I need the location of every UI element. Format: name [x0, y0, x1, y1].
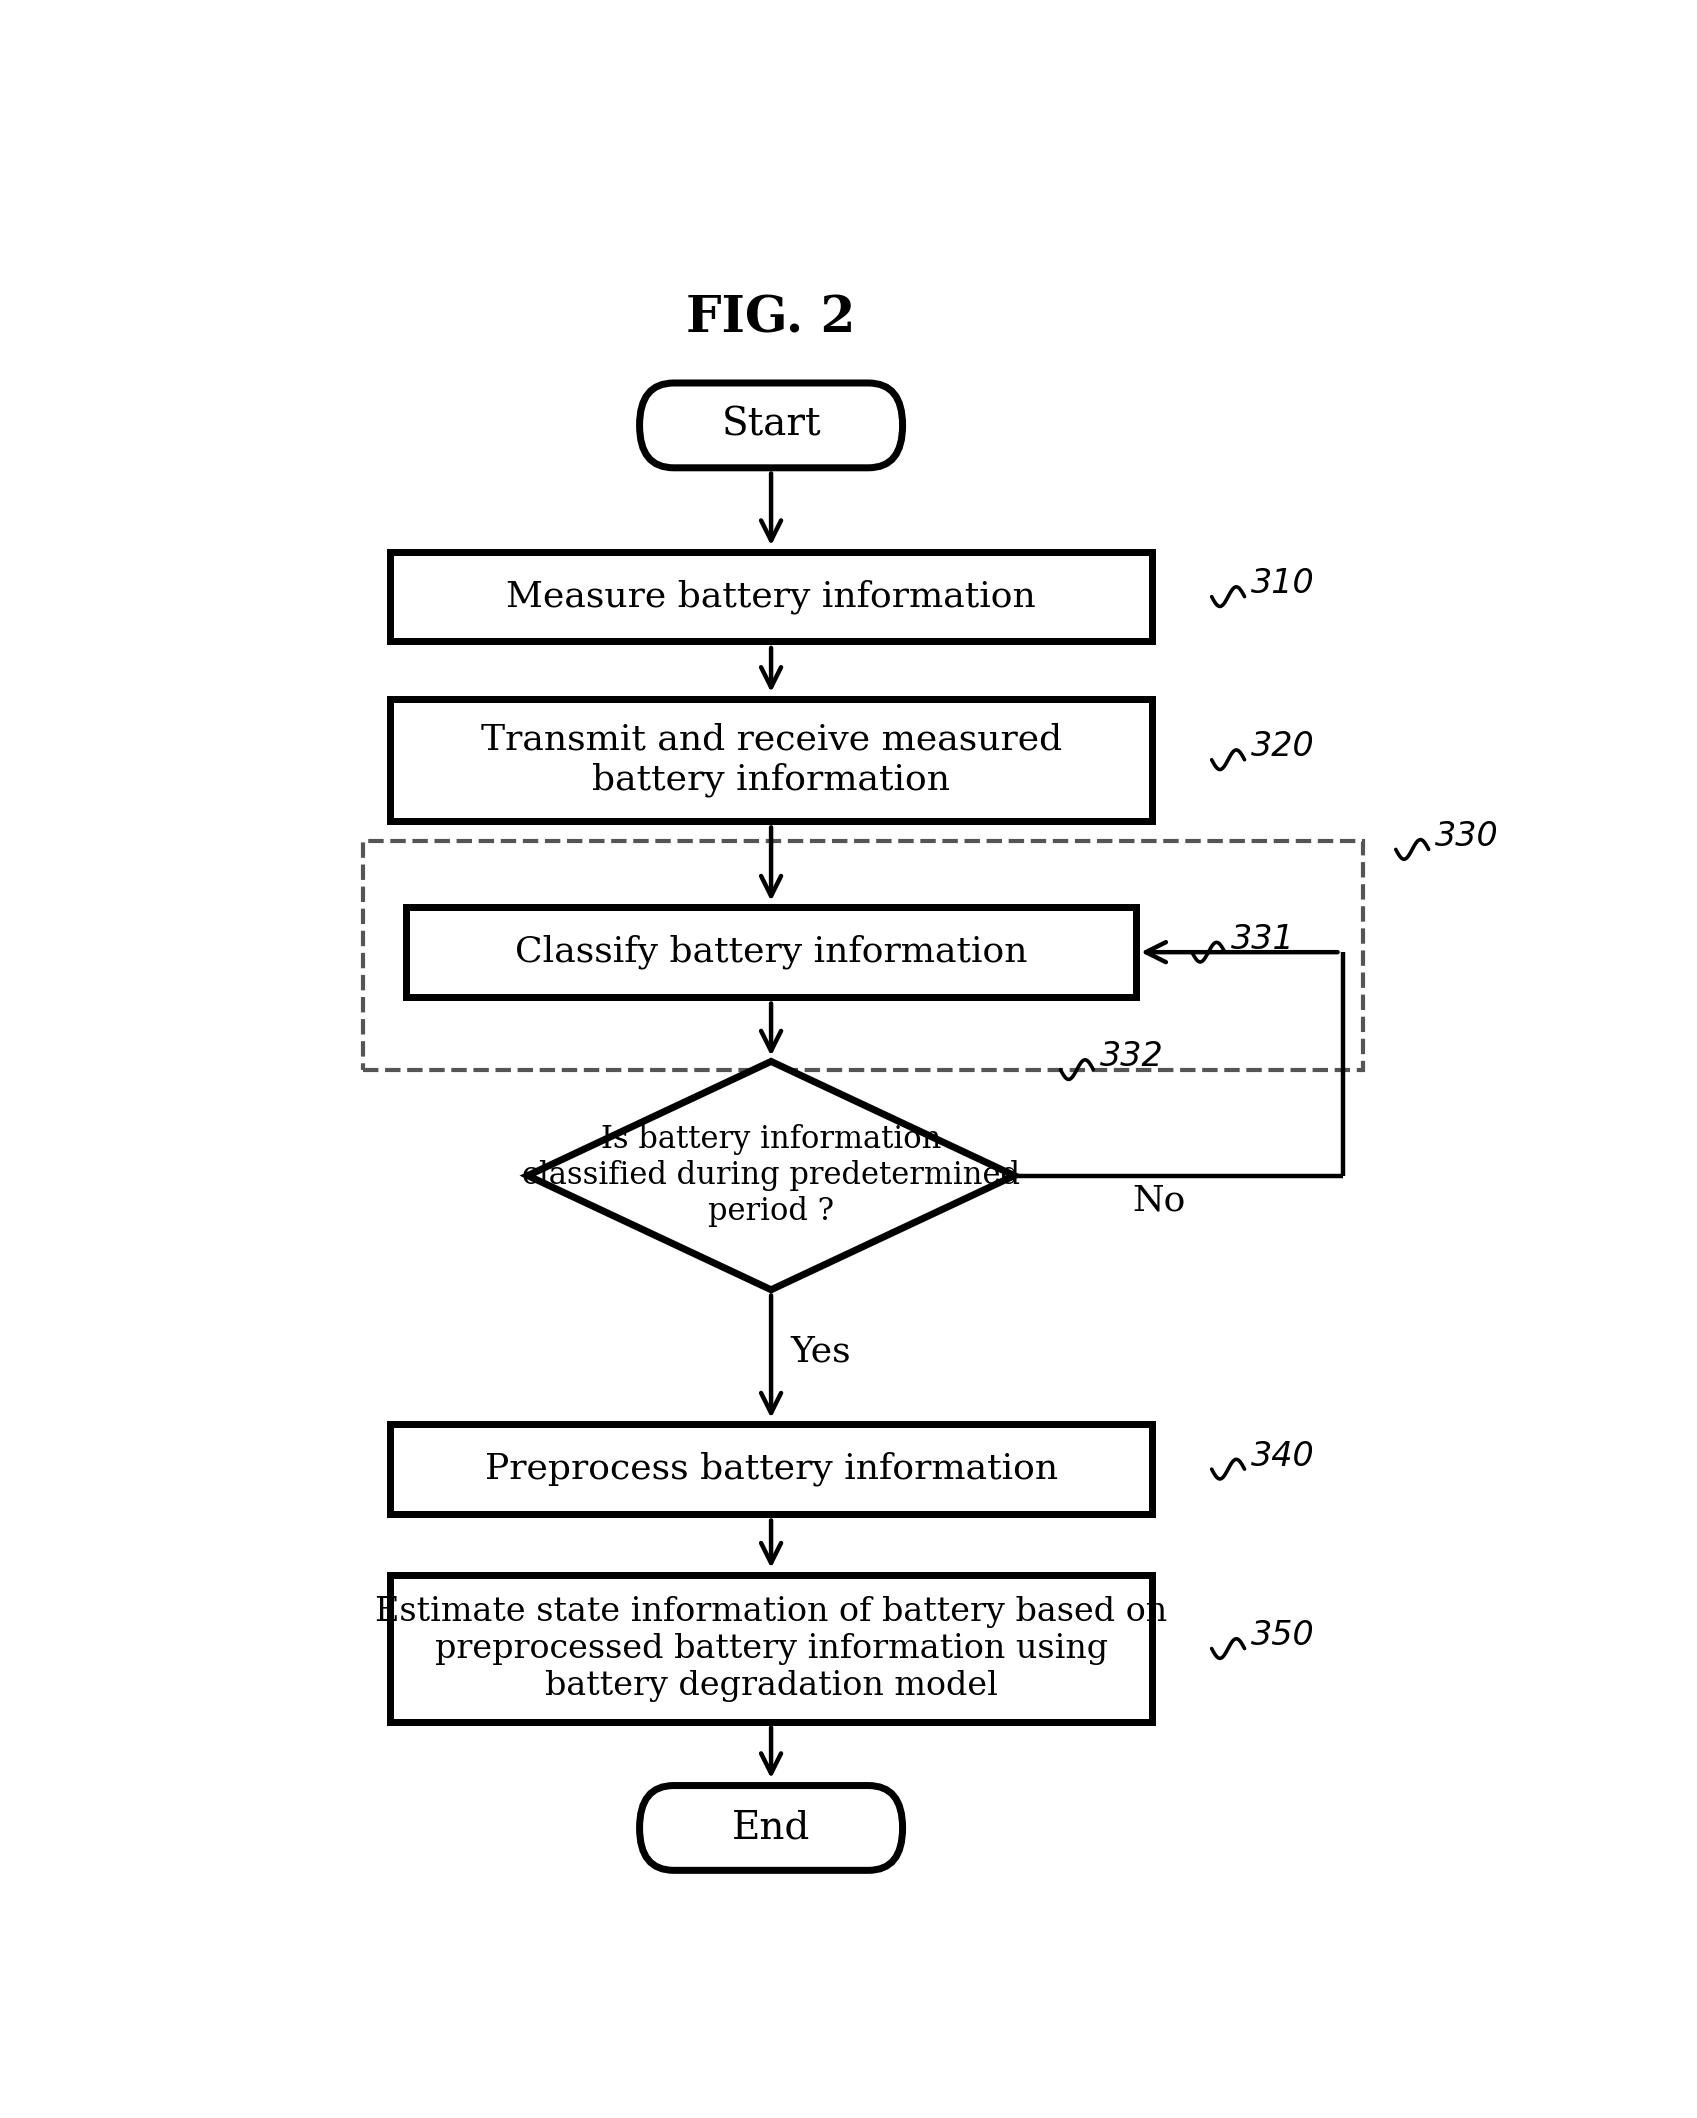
FancyBboxPatch shape — [390, 1423, 1152, 1514]
Text: Estimate state information of battery based on
preprocessed battery information : Estimate state information of battery ba… — [375, 1595, 1168, 1701]
Text: 350: 350 — [1251, 1618, 1315, 1652]
FancyBboxPatch shape — [406, 907, 1135, 998]
Text: Classify battery information: Classify battery information — [514, 934, 1027, 970]
Text: 340: 340 — [1251, 1440, 1315, 1472]
Text: Is battery information
classified during predetermined
period ?: Is battery information classified during… — [523, 1125, 1020, 1226]
Polygon shape — [528, 1061, 1015, 1290]
Text: 330: 330 — [1436, 820, 1498, 854]
FancyBboxPatch shape — [390, 553, 1152, 642]
Text: Preprocess battery information: Preprocess battery information — [485, 1453, 1057, 1487]
Text: FIG. 2: FIG. 2 — [686, 294, 855, 343]
Text: 310: 310 — [1251, 568, 1315, 599]
Text: Yes: Yes — [791, 1334, 852, 1368]
Text: Measure battery information: Measure battery information — [506, 580, 1035, 614]
FancyBboxPatch shape — [390, 1576, 1152, 1722]
Text: End: End — [731, 1809, 809, 1847]
Text: 331: 331 — [1232, 923, 1295, 955]
Text: No: No — [1132, 1184, 1186, 1218]
Text: 320: 320 — [1251, 731, 1315, 762]
FancyBboxPatch shape — [640, 383, 903, 468]
FancyBboxPatch shape — [390, 699, 1152, 822]
Text: 332: 332 — [1100, 1040, 1164, 1074]
Text: Transmit and receive measured
battery information: Transmit and receive measured battery in… — [480, 722, 1062, 796]
Text: Start: Start — [721, 407, 821, 445]
FancyBboxPatch shape — [640, 1785, 903, 1870]
